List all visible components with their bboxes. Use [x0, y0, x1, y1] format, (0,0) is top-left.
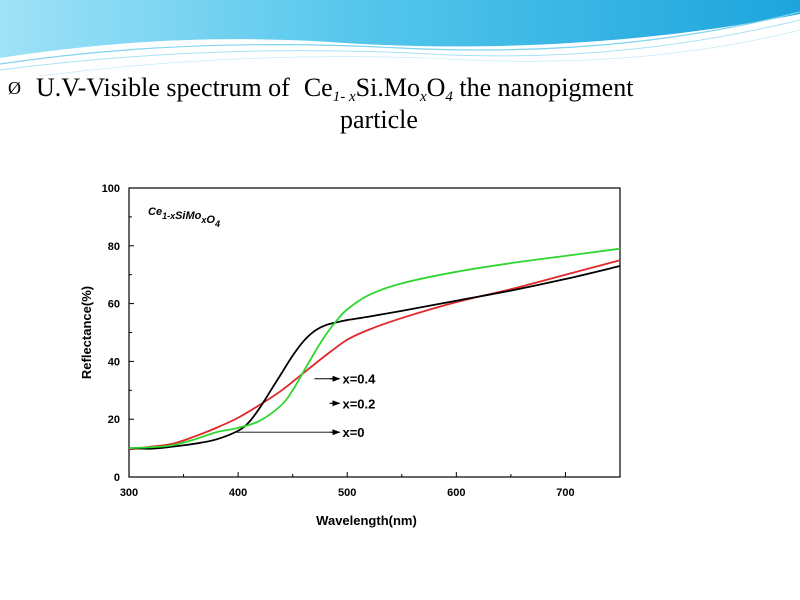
annotation-label: x=0.4 — [342, 372, 376, 387]
x-tick-label: 500 — [338, 487, 356, 499]
x-tick-label: 400 — [229, 487, 247, 499]
series-line-x-0-4 — [128, 247, 621, 449]
title-line2: particle — [340, 105, 418, 134]
y-tick-label: 20 — [108, 414, 120, 426]
header-wave-line — [0, 19, 800, 71]
formula-simo: Si.Mo — [355, 73, 420, 102]
x-axis-label: Wavelength(nm) — [316, 513, 417, 528]
header-wave-line — [0, 11, 800, 65]
formula-ce: Ce — [303, 73, 333, 102]
y-axis-label: Reflectance(%) — [79, 286, 94, 379]
formula-sub-4: 4 — [445, 89, 453, 105]
series-line-x-0 — [128, 265, 621, 450]
bullet-icon: Ø — [8, 78, 21, 98]
title-prefix: U.V-Visible spectrum of — [36, 73, 290, 102]
annotation-label: x=0 — [342, 425, 364, 440]
y-tick-label: 60 — [108, 299, 120, 311]
formula-sub-x: x — [419, 89, 427, 105]
x-tick-label: 700 — [556, 487, 574, 499]
y-tick-label: 0 — [114, 472, 120, 484]
x-tick-label: 600 — [447, 487, 465, 499]
y-tick-label: 40 — [108, 356, 120, 368]
slide-header-decoration — [0, 0, 800, 77]
header-wave-fill — [0, 0, 800, 58]
annotation-label: x=0.2 — [342, 396, 375, 411]
series-line-x-0-2 — [128, 259, 621, 451]
slide-title: Ø U.V-Visible spectrum of Ce1- xSi.MoxO4 t… — [8, 72, 728, 135]
formula-o: O — [426, 73, 446, 102]
header-wave-line — [39, 29, 800, 77]
formula-sub-1-x: 1- x — [332, 89, 356, 105]
y-tick-label: 80 — [108, 241, 120, 253]
title-suffix: the nanopigment — [459, 73, 634, 102]
y-tick-label: 100 — [102, 183, 120, 195]
x-tick-label: 300 — [120, 487, 138, 499]
chart-title: Ce1-xSiMoxO4 — [148, 206, 220, 229]
